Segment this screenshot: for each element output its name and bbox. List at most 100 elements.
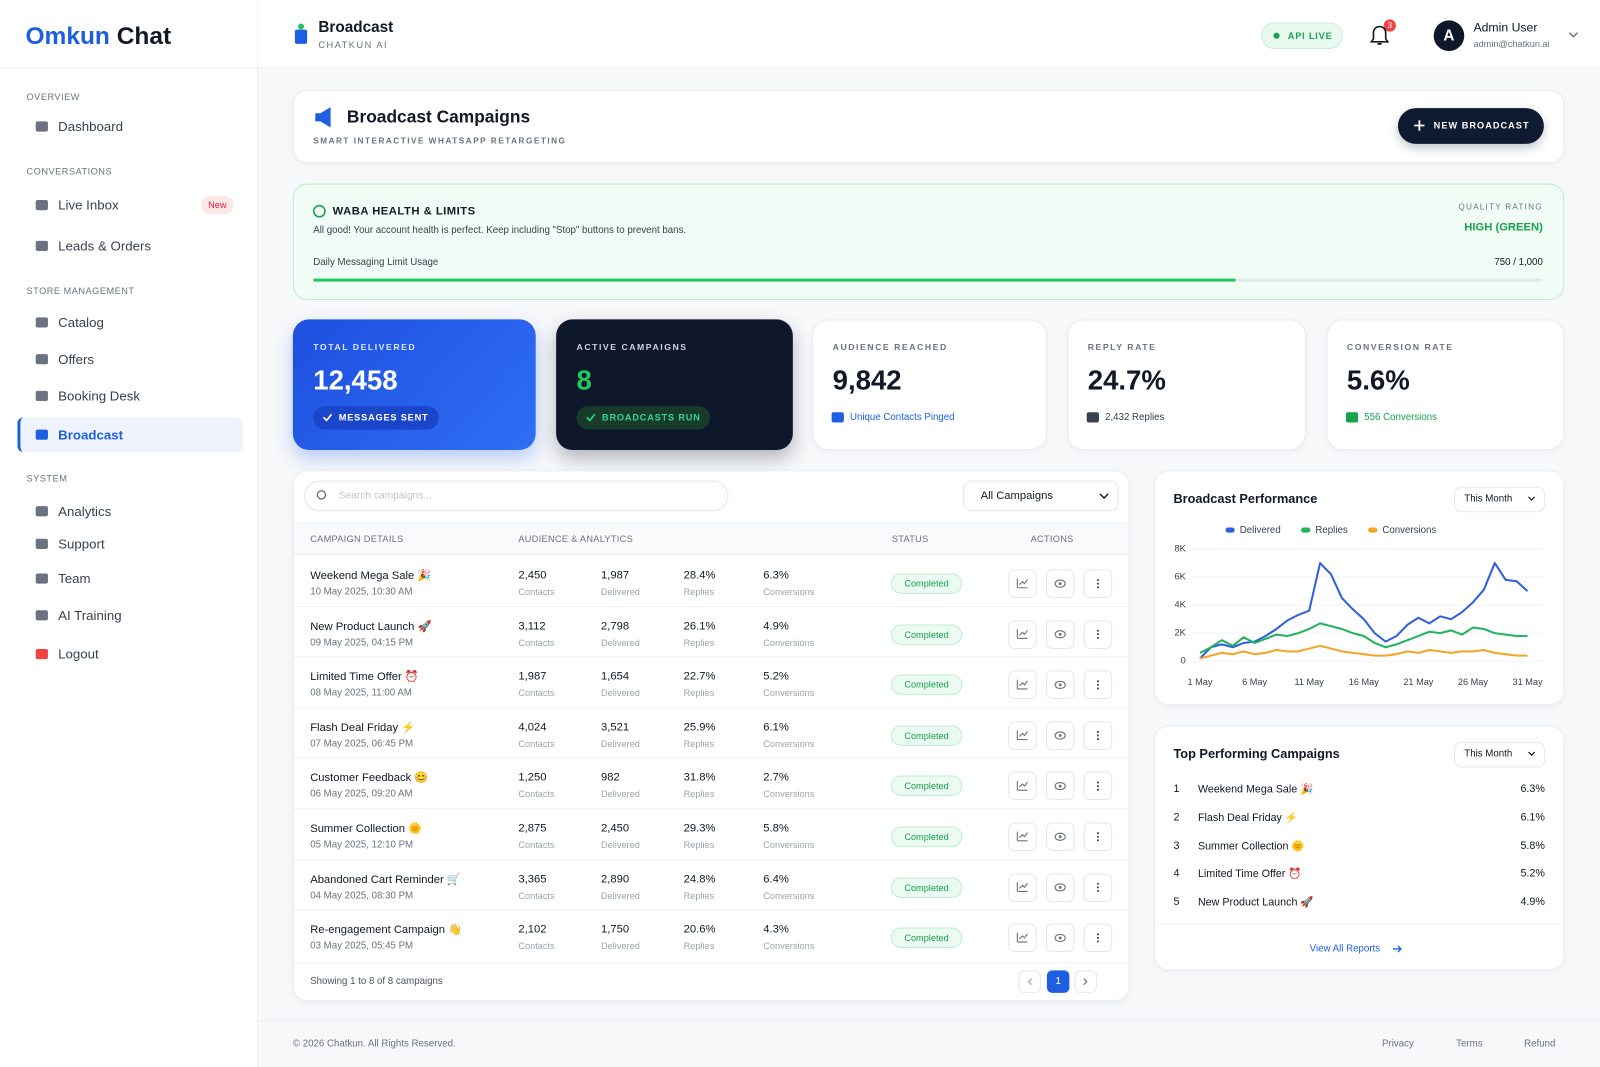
nav-item[interactable]: AI Training bbox=[58, 607, 122, 623]
footer-link[interactable]: Terms bbox=[1456, 1038, 1483, 1050]
nav-item[interactable]: Broadcast bbox=[58, 427, 124, 443]
filter-label: All Campaigns bbox=[980, 489, 1053, 503]
footer bbox=[258, 1020, 1600, 1067]
action-button[interactable] bbox=[1083, 721, 1113, 750]
user-email: admin@chatkun.ai bbox=[1473, 38, 1550, 49]
top-rank: 5 bbox=[1173, 896, 1180, 909]
column-header: STATUS bbox=[891, 533, 929, 544]
nav-item[interactable]: Leads & Orders bbox=[58, 238, 152, 254]
metric-label: Contacts bbox=[518, 687, 555, 699]
stat-label: TOTAL DELIVERED bbox=[313, 341, 417, 353]
stat-label: CONVERSION RATE bbox=[1346, 341, 1454, 353]
page-prev[interactable] bbox=[1018, 970, 1041, 993]
status-pill bbox=[890, 877, 963, 898]
top-rank: 3 bbox=[1173, 839, 1180, 852]
action-button[interactable] bbox=[1083, 822, 1113, 852]
waba-message: All good! Your account health is perfect… bbox=[313, 224, 687, 237]
action-button[interactable] bbox=[1045, 822, 1075, 852]
page-current[interactable] bbox=[1046, 970, 1070, 993]
top-period-select[interactable] bbox=[1454, 741, 1545, 768]
action-button[interactable] bbox=[1083, 873, 1113, 902]
page-next[interactable] bbox=[1074, 970, 1097, 993]
top-name: Flash Deal Friday ⚡ bbox=[1197, 811, 1299, 824]
action-button[interactable] bbox=[1008, 721, 1037, 750]
nav-item[interactable]: Booking Desk bbox=[58, 388, 141, 404]
action-button[interactable] bbox=[1045, 619, 1075, 649]
metric-label: Delivered bbox=[601, 839, 640, 850]
action-button[interactable] bbox=[1008, 569, 1037, 598]
stat-value: 24.7% bbox=[1087, 364, 1166, 396]
row-divider bbox=[293, 605, 1129, 607]
topbar bbox=[258, 0, 1600, 69]
action-button[interactable] bbox=[1045, 569, 1075, 598]
metric-value: 4.3% bbox=[763, 923, 789, 936]
nav-logout[interactable]: Logout bbox=[58, 646, 99, 662]
nav-item[interactable]: Live Inbox bbox=[58, 197, 119, 213]
metric-label: Conversions bbox=[763, 789, 815, 800]
metric-value: 6.3% bbox=[763, 569, 789, 582]
metric-value: 2,798 bbox=[601, 619, 630, 633]
user-name: Admin User bbox=[1473, 20, 1538, 35]
nav-item[interactable]: Dashboard bbox=[58, 118, 124, 135]
action-button[interactable] bbox=[1008, 923, 1037, 953]
column-header: ACTIONS bbox=[1030, 533, 1074, 544]
action-button[interactable] bbox=[1083, 619, 1113, 649]
top-name: Summer Collection 🌞 bbox=[1197, 839, 1305, 853]
top-rate: 5.2% bbox=[1520, 867, 1545, 880]
limit-label: Daily Messaging Limit Usage bbox=[313, 256, 439, 268]
action-button[interactable] bbox=[1083, 569, 1113, 598]
campaign-name: New Product Launch 🚀 bbox=[310, 620, 432, 633]
top-rank: 4 bbox=[1173, 867, 1180, 880]
avatar[interactable] bbox=[1433, 20, 1465, 52]
nav-item[interactable]: Offers bbox=[58, 351, 95, 367]
action-button[interactable] bbox=[1083, 923, 1113, 953]
metric-value: 1,750 bbox=[601, 923, 630, 936]
row-divider bbox=[293, 808, 1129, 810]
filter-select[interactable] bbox=[963, 480, 1119, 512]
action-button[interactable] bbox=[1008, 873, 1037, 902]
chart-period-select[interactable] bbox=[1454, 486, 1545, 513]
action-button[interactable] bbox=[1008, 771, 1037, 801]
metric-label: Delivered bbox=[601, 890, 640, 901]
metric-value: 5.2% bbox=[763, 670, 789, 683]
action-button[interactable] bbox=[1008, 670, 1037, 700]
status-pill bbox=[890, 826, 963, 847]
footer-link[interactable]: Refund bbox=[1524, 1038, 1556, 1050]
action-button[interactable] bbox=[1045, 923, 1075, 953]
metric-value: 2,450 bbox=[518, 569, 547, 582]
top-rate: 6.3% bbox=[1520, 782, 1545, 795]
status-pill bbox=[890, 725, 963, 746]
api-status-dot bbox=[1273, 32, 1280, 39]
stat-note: Unique Contacts Pinged bbox=[849, 411, 955, 423]
top-name: Limited Time Offer ⏰ bbox=[1197, 868, 1302, 881]
top-rate: 5.8% bbox=[1520, 839, 1545, 852]
action-button[interactable] bbox=[1045, 873, 1075, 902]
footer-link[interactable]: Privacy bbox=[1382, 1038, 1414, 1050]
chart-title: Broadcast Performance bbox=[1173, 491, 1318, 507]
campaign-name: Summer Collection 🌞 bbox=[310, 822, 423, 836]
metric-value: 20.6% bbox=[683, 923, 716, 936]
action-button[interactable] bbox=[1008, 619, 1037, 649]
status-pill bbox=[890, 624, 963, 645]
nav-item[interactable]: Catalog bbox=[58, 314, 104, 331]
action-button[interactable] bbox=[1083, 771, 1113, 801]
nav-item[interactable]: Analytics bbox=[58, 503, 112, 519]
view-reports-link[interactable]: View All Reports bbox=[1309, 943, 1381, 955]
stat-value: 8 bbox=[576, 364, 592, 396]
action-button[interactable] bbox=[1045, 771, 1075, 801]
action-button[interactable] bbox=[1008, 822, 1037, 852]
search-input[interactable] bbox=[304, 480, 729, 512]
nav-item[interactable]: Support bbox=[58, 536, 105, 552]
action-button[interactable] bbox=[1045, 721, 1075, 750]
action-button[interactable] bbox=[1083, 670, 1113, 700]
metric-label: Replies bbox=[683, 687, 715, 699]
stat-pill bbox=[313, 406, 439, 430]
campaign-name: Flash Deal Friday ⚡ bbox=[310, 721, 416, 734]
copyright: © 2026 Chatkun. All Rights Reserved. bbox=[292, 1038, 456, 1050]
nav-item[interactable]: Team bbox=[58, 570, 91, 587]
waba-card bbox=[292, 183, 1565, 300]
action-button[interactable] bbox=[1045, 670, 1075, 700]
new-broadcast-label: NEW BROADCAST bbox=[1433, 120, 1530, 131]
metric-label: Contacts bbox=[518, 586, 555, 597]
